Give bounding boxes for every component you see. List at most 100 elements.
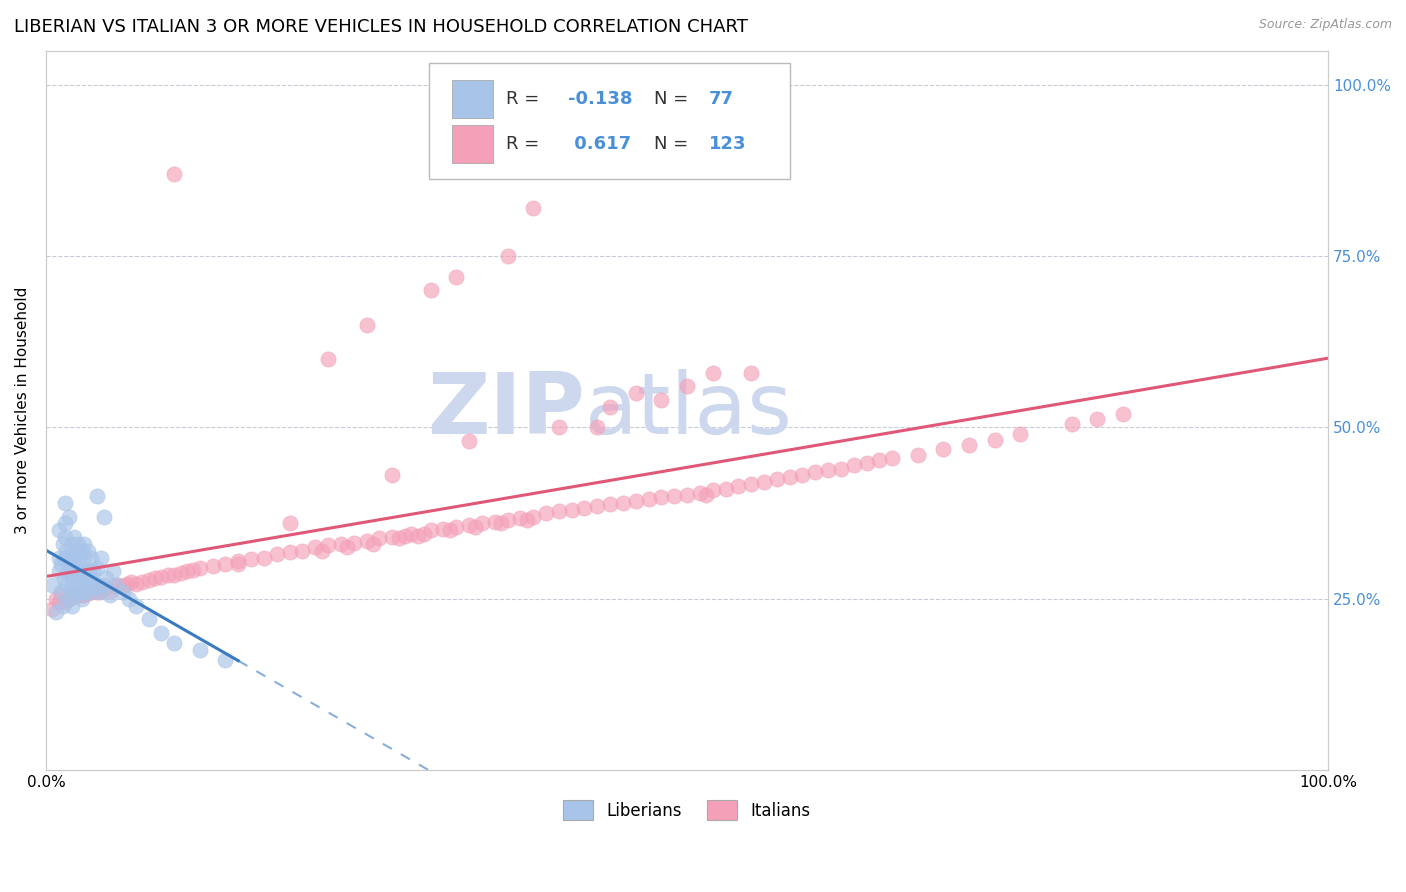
Point — [316, 538, 339, 552]
Point — [96, 571, 118, 585]
Point — [125, 599, 148, 613]
Point — [120, 574, 142, 589]
Point — [98, 588, 121, 602]
Point — [368, 532, 391, 546]
Point — [163, 167, 186, 181]
Point — [561, 502, 583, 516]
Point — [67, 571, 90, 585]
Point — [522, 509, 544, 524]
Point — [882, 451, 904, 466]
Point — [316, 351, 339, 366]
Point — [101, 565, 124, 579]
Point — [73, 537, 96, 551]
Point — [73, 565, 96, 579]
Point — [599, 400, 621, 414]
Point — [138, 612, 160, 626]
Text: R =: R = — [506, 90, 546, 108]
Point — [516, 513, 538, 527]
Point — [80, 571, 103, 585]
Point — [201, 558, 224, 573]
Text: LIBERIAN VS ITALIAN 3 OR MORE VEHICLES IN HOUSEHOLD CORRELATION CHART: LIBERIAN VS ITALIAN 3 OR MORE VEHICLES I… — [14, 18, 748, 36]
Point — [70, 588, 93, 602]
Point — [291, 543, 314, 558]
Point — [163, 567, 186, 582]
Point — [66, 565, 89, 579]
Point — [66, 588, 89, 602]
Point — [676, 487, 699, 501]
Point — [381, 468, 404, 483]
Point — [90, 550, 112, 565]
Point — [118, 591, 141, 606]
Point — [73, 588, 96, 602]
Point — [830, 461, 852, 475]
Point — [115, 576, 138, 591]
Point — [689, 485, 711, 500]
Text: 0.617: 0.617 — [568, 136, 631, 153]
Point — [792, 468, 814, 483]
Point — [740, 366, 762, 380]
Point — [214, 558, 236, 572]
Point — [394, 529, 416, 543]
Point — [599, 497, 621, 511]
Point — [471, 516, 494, 531]
Point — [650, 393, 672, 408]
Point — [406, 529, 429, 543]
Point — [509, 511, 531, 525]
Point — [138, 573, 160, 587]
Point — [41, 602, 63, 616]
Point — [73, 550, 96, 565]
Point — [89, 585, 111, 599]
Point — [48, 595, 70, 609]
Point — [446, 269, 468, 284]
Point — [69, 578, 91, 592]
Point — [356, 318, 378, 332]
Text: Source: ZipAtlas.com: Source: ZipAtlas.com — [1258, 18, 1392, 31]
Point — [70, 591, 93, 606]
Point — [932, 442, 955, 457]
Point — [41, 578, 63, 592]
Point — [574, 501, 596, 516]
Text: atlas: atlas — [585, 368, 793, 452]
Point — [77, 565, 100, 579]
Point — [188, 561, 211, 575]
Point — [51, 558, 73, 572]
Point — [150, 626, 173, 640]
Point — [79, 585, 101, 599]
Point — [60, 550, 83, 565]
Point — [727, 479, 749, 493]
Point — [70, 543, 93, 558]
Point — [125, 576, 148, 591]
Point — [63, 530, 86, 544]
Point — [439, 523, 461, 537]
Point — [53, 595, 76, 609]
Point — [56, 565, 79, 579]
Point — [45, 606, 67, 620]
Point — [51, 588, 73, 602]
Point — [311, 543, 333, 558]
Point — [70, 565, 93, 579]
Point — [637, 492, 659, 507]
Point — [664, 489, 686, 503]
Point — [51, 585, 73, 599]
Point — [82, 585, 104, 599]
Point — [804, 465, 827, 479]
Point — [419, 284, 441, 298]
Point — [484, 515, 506, 529]
Point — [534, 506, 557, 520]
Point — [650, 491, 672, 505]
Point — [63, 588, 86, 602]
Point — [266, 547, 288, 561]
Point — [343, 535, 366, 549]
Point — [612, 496, 634, 510]
Point — [93, 509, 115, 524]
Text: R =: R = — [506, 136, 546, 153]
Point — [65, 585, 87, 599]
Point — [86, 489, 108, 503]
Point — [52, 599, 75, 613]
Point — [86, 578, 108, 592]
Text: 123: 123 — [709, 136, 747, 153]
Point — [253, 550, 276, 565]
Point — [77, 543, 100, 558]
Point — [188, 643, 211, 657]
Point — [387, 532, 409, 546]
